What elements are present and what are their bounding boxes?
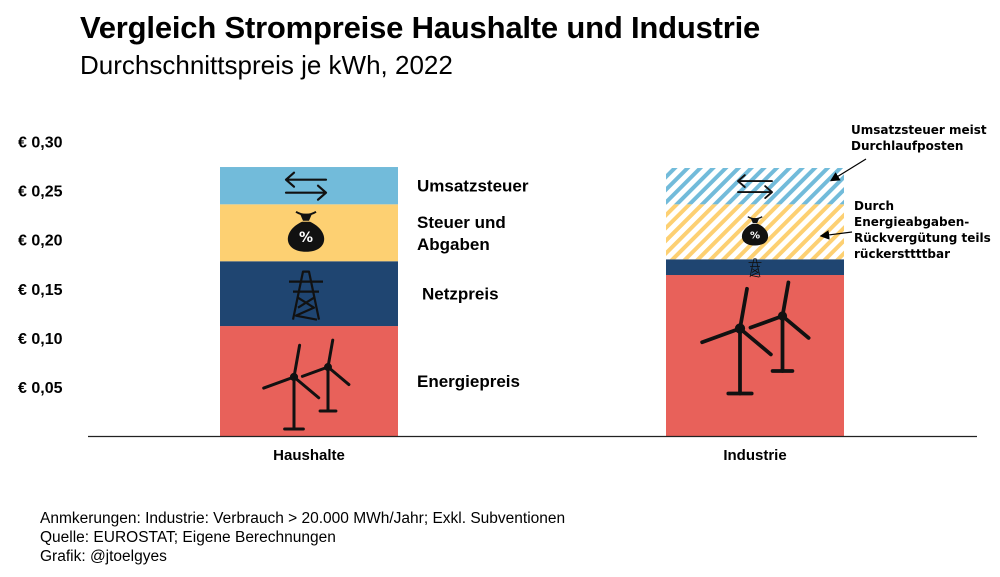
turbine [748,280,811,373]
turbine [262,343,321,431]
annotation-arrow [829,158,867,182]
stacked-bar-chart: € 0,30€ 0,25€ 0,20€ 0,15€ 0,10€ 0,05 %% … [18,123,991,464]
money-bag-icon-industrie: % [741,216,769,246]
power-pylon-icon-industrie [748,258,762,278]
turbine [700,286,773,396]
percent-glyph: % [299,230,313,246]
chart-title: Vergleich Strompreise Haushalte und Indu… [80,10,761,45]
wind-turbine-icon-industrie [700,280,811,396]
annotation-arrow [819,230,853,240]
exchange-arrows-icon-haushalte [284,171,328,201]
turbine [300,338,351,413]
y-tick-label: € 0,05 [18,380,63,397]
segment-label-netzpreis: Netzpreis [422,285,499,304]
segment-label-steuer-und-abgaben: Steuer und Abgaben [417,213,506,254]
chart-notes: Anmkerungen: Industrie: Verbrauch > 20.0… [40,509,565,566]
money-bag-icon-haushalte: % [287,210,325,252]
segment-label-umsatzsteuer: Umsatzsteuer [417,177,529,196]
x-tick-label-haushalte: Haushalte [273,447,345,464]
note-source: Quelle: EUROSTAT; Eigene Berechnungen [40,529,336,546]
y-tick-label: € 0,20 [18,233,63,250]
annotation-umsatzsteuer: Umsatzsteuer meist Durchlaufposten [851,123,987,153]
y-tick-label: € 0,30 [18,135,63,152]
percent-glyph: % [750,230,760,241]
wind-turbine-icon-haushalte [262,338,351,431]
note-annotations: Anmkerungen: Industrie: Verbrauch > 20.0… [40,510,566,527]
power-pylon-icon-haushalte [289,270,323,321]
bar-segment-industrie-energiepreis [666,275,844,436]
y-tick-label: € 0,15 [18,282,63,299]
bar-segment-haushalte-energiepreis [220,326,398,436]
exchange-arrows-icon-industrie [737,174,773,200]
x-tick-label-industrie: Industrie [723,447,786,464]
segment-label-energiepreis: Energiepreis [417,372,520,391]
annotation-steuer-und-abgaben: Durch Energieabgaben-Rückvergütung teils r… [854,199,991,261]
note-credit: Grafik: @jtoelgyes [40,548,167,565]
y-tick-label: € 0,25 [18,184,63,201]
bar-segment-industrie-netzpreis [666,259,844,276]
bar-segment-haushalte-umsatzsteuer [220,167,398,205]
bar-segment-industrie-umsatzsteuer [666,168,844,205]
y-tick-label: € 0,10 [18,331,63,348]
chart-subtitle: Durchschnittspreis je kWh, 2022 [80,50,453,80]
